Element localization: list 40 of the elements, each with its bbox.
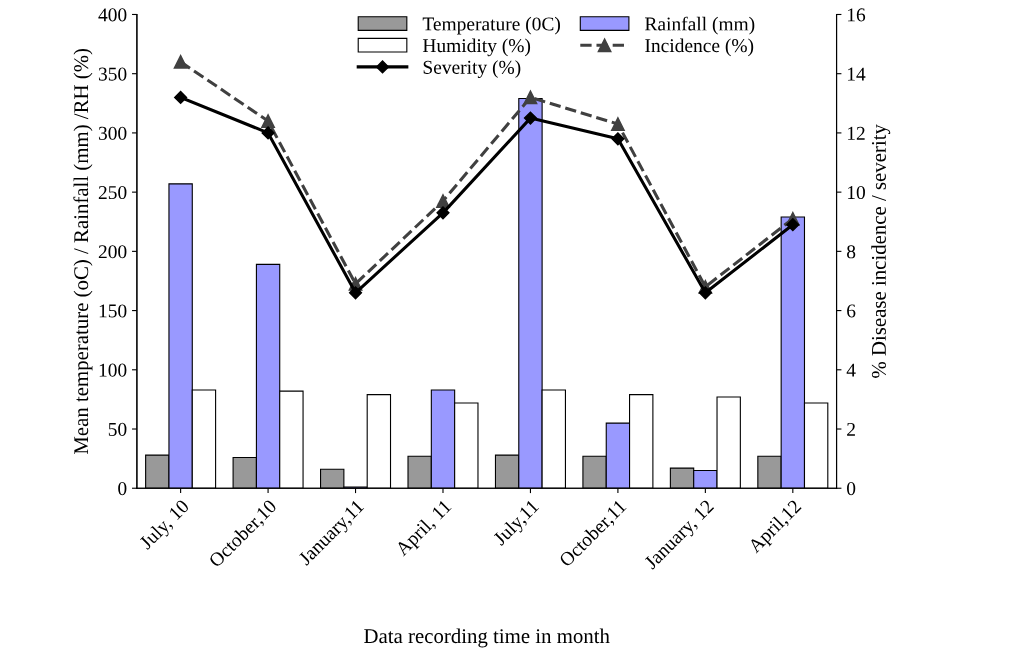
y2-tick-label: 2 [847, 422, 855, 436]
point [786, 218, 800, 232]
legend-label: Severity (%) [423, 60, 521, 78]
point [436, 194, 450, 208]
y-tick-label: 200 [98, 245, 127, 259]
y2-tick-label: 6 [847, 304, 856, 318]
point [261, 126, 275, 140]
y-tick-label: 250 [98, 185, 127, 200]
y-tick-label: 300 [98, 126, 127, 140]
point [523, 90, 538, 105]
y2-tick-label: 4 [846, 363, 856, 377]
y-tick-label: 50 [108, 422, 127, 436]
legend-label: Rainfall (mm) [645, 16, 755, 35]
point [174, 90, 188, 104]
x-axis-title: Data recording time in month [364, 628, 610, 648]
y2-tick-label: 16 [847, 8, 866, 22]
y-tick-label: 100 [99, 363, 127, 377]
y-tick-label: 0 [118, 482, 127, 496]
legend-label: Humidity (%) [422, 38, 531, 57]
y2-tick-label: 0 [847, 482, 856, 496]
legend-label: Incidence (%) [645, 38, 754, 57]
point [698, 286, 712, 300]
legend-label: Temperature (0C) [422, 16, 560, 35]
point [611, 132, 625, 146]
point [173, 54, 188, 69]
y2-tick-label: 8 [847, 245, 856, 259]
point [610, 117, 625, 131]
x-tick-label: July, 10 [138, 498, 193, 553]
y-axis-title: Mean temperature (oC) / Rainfall (mm) /RH (%) [73, 48, 93, 455]
y-tick-label: 350 [98, 67, 127, 81]
point [261, 114, 276, 129]
y2-tick-label: 12 [847, 126, 865, 140]
y2-tick-label: 10 [847, 185, 865, 200]
y2-axis-title: % Disease incidence / severity [871, 124, 891, 378]
y-tick-label: 150 [99, 304, 127, 318]
y2-tick-label: 14 [847, 67, 866, 81]
point [523, 111, 538, 125]
point [436, 206, 450, 220]
point [348, 286, 363, 300]
y-tick-label: 400 [98, 8, 127, 22]
